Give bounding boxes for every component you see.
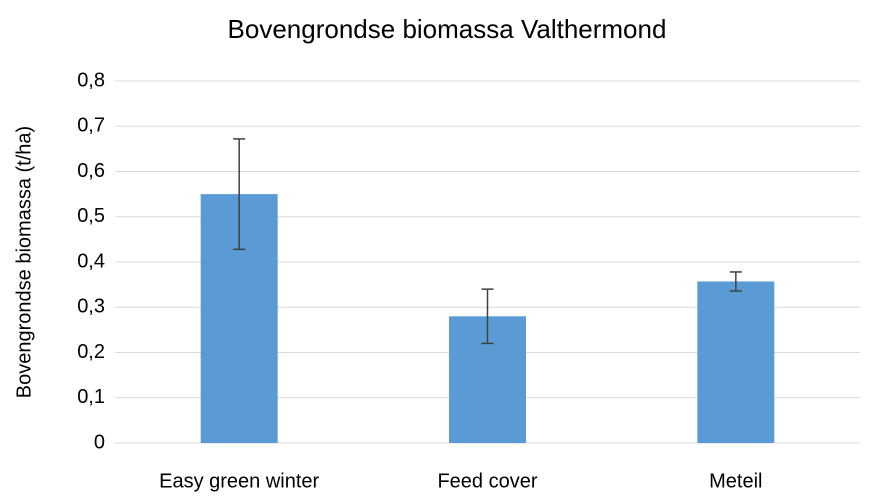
y-tick-label: 0,5 (77, 205, 105, 227)
y-tick-label: 0 (94, 431, 105, 453)
x-tick-label: Feed cover (437, 470, 537, 492)
error-bar (729, 271, 742, 292)
y-tick-label: 0,6 (77, 160, 105, 182)
y-tick-label: 0,3 (77, 296, 105, 318)
y-tick-label: 0,4 (77, 250, 105, 272)
y-tick-label: 0,1 (77, 386, 105, 408)
y-tick-label: 0,8 (77, 69, 105, 91)
x-tick-label: Easy green winter (159, 470, 319, 492)
y-tick-label: 0,7 (77, 115, 105, 137)
y-axis-label: Bovengrondse biomassa (t/ha) (13, 126, 35, 398)
error-bar (233, 138, 246, 251)
error-bar (481, 288, 494, 345)
bar (697, 281, 775, 443)
x-tick-label: Meteil (709, 470, 762, 492)
y-tick-label: 0,2 (77, 341, 105, 363)
chart-title: Bovengrondse biomassa Valthermond (228, 14, 667, 44)
